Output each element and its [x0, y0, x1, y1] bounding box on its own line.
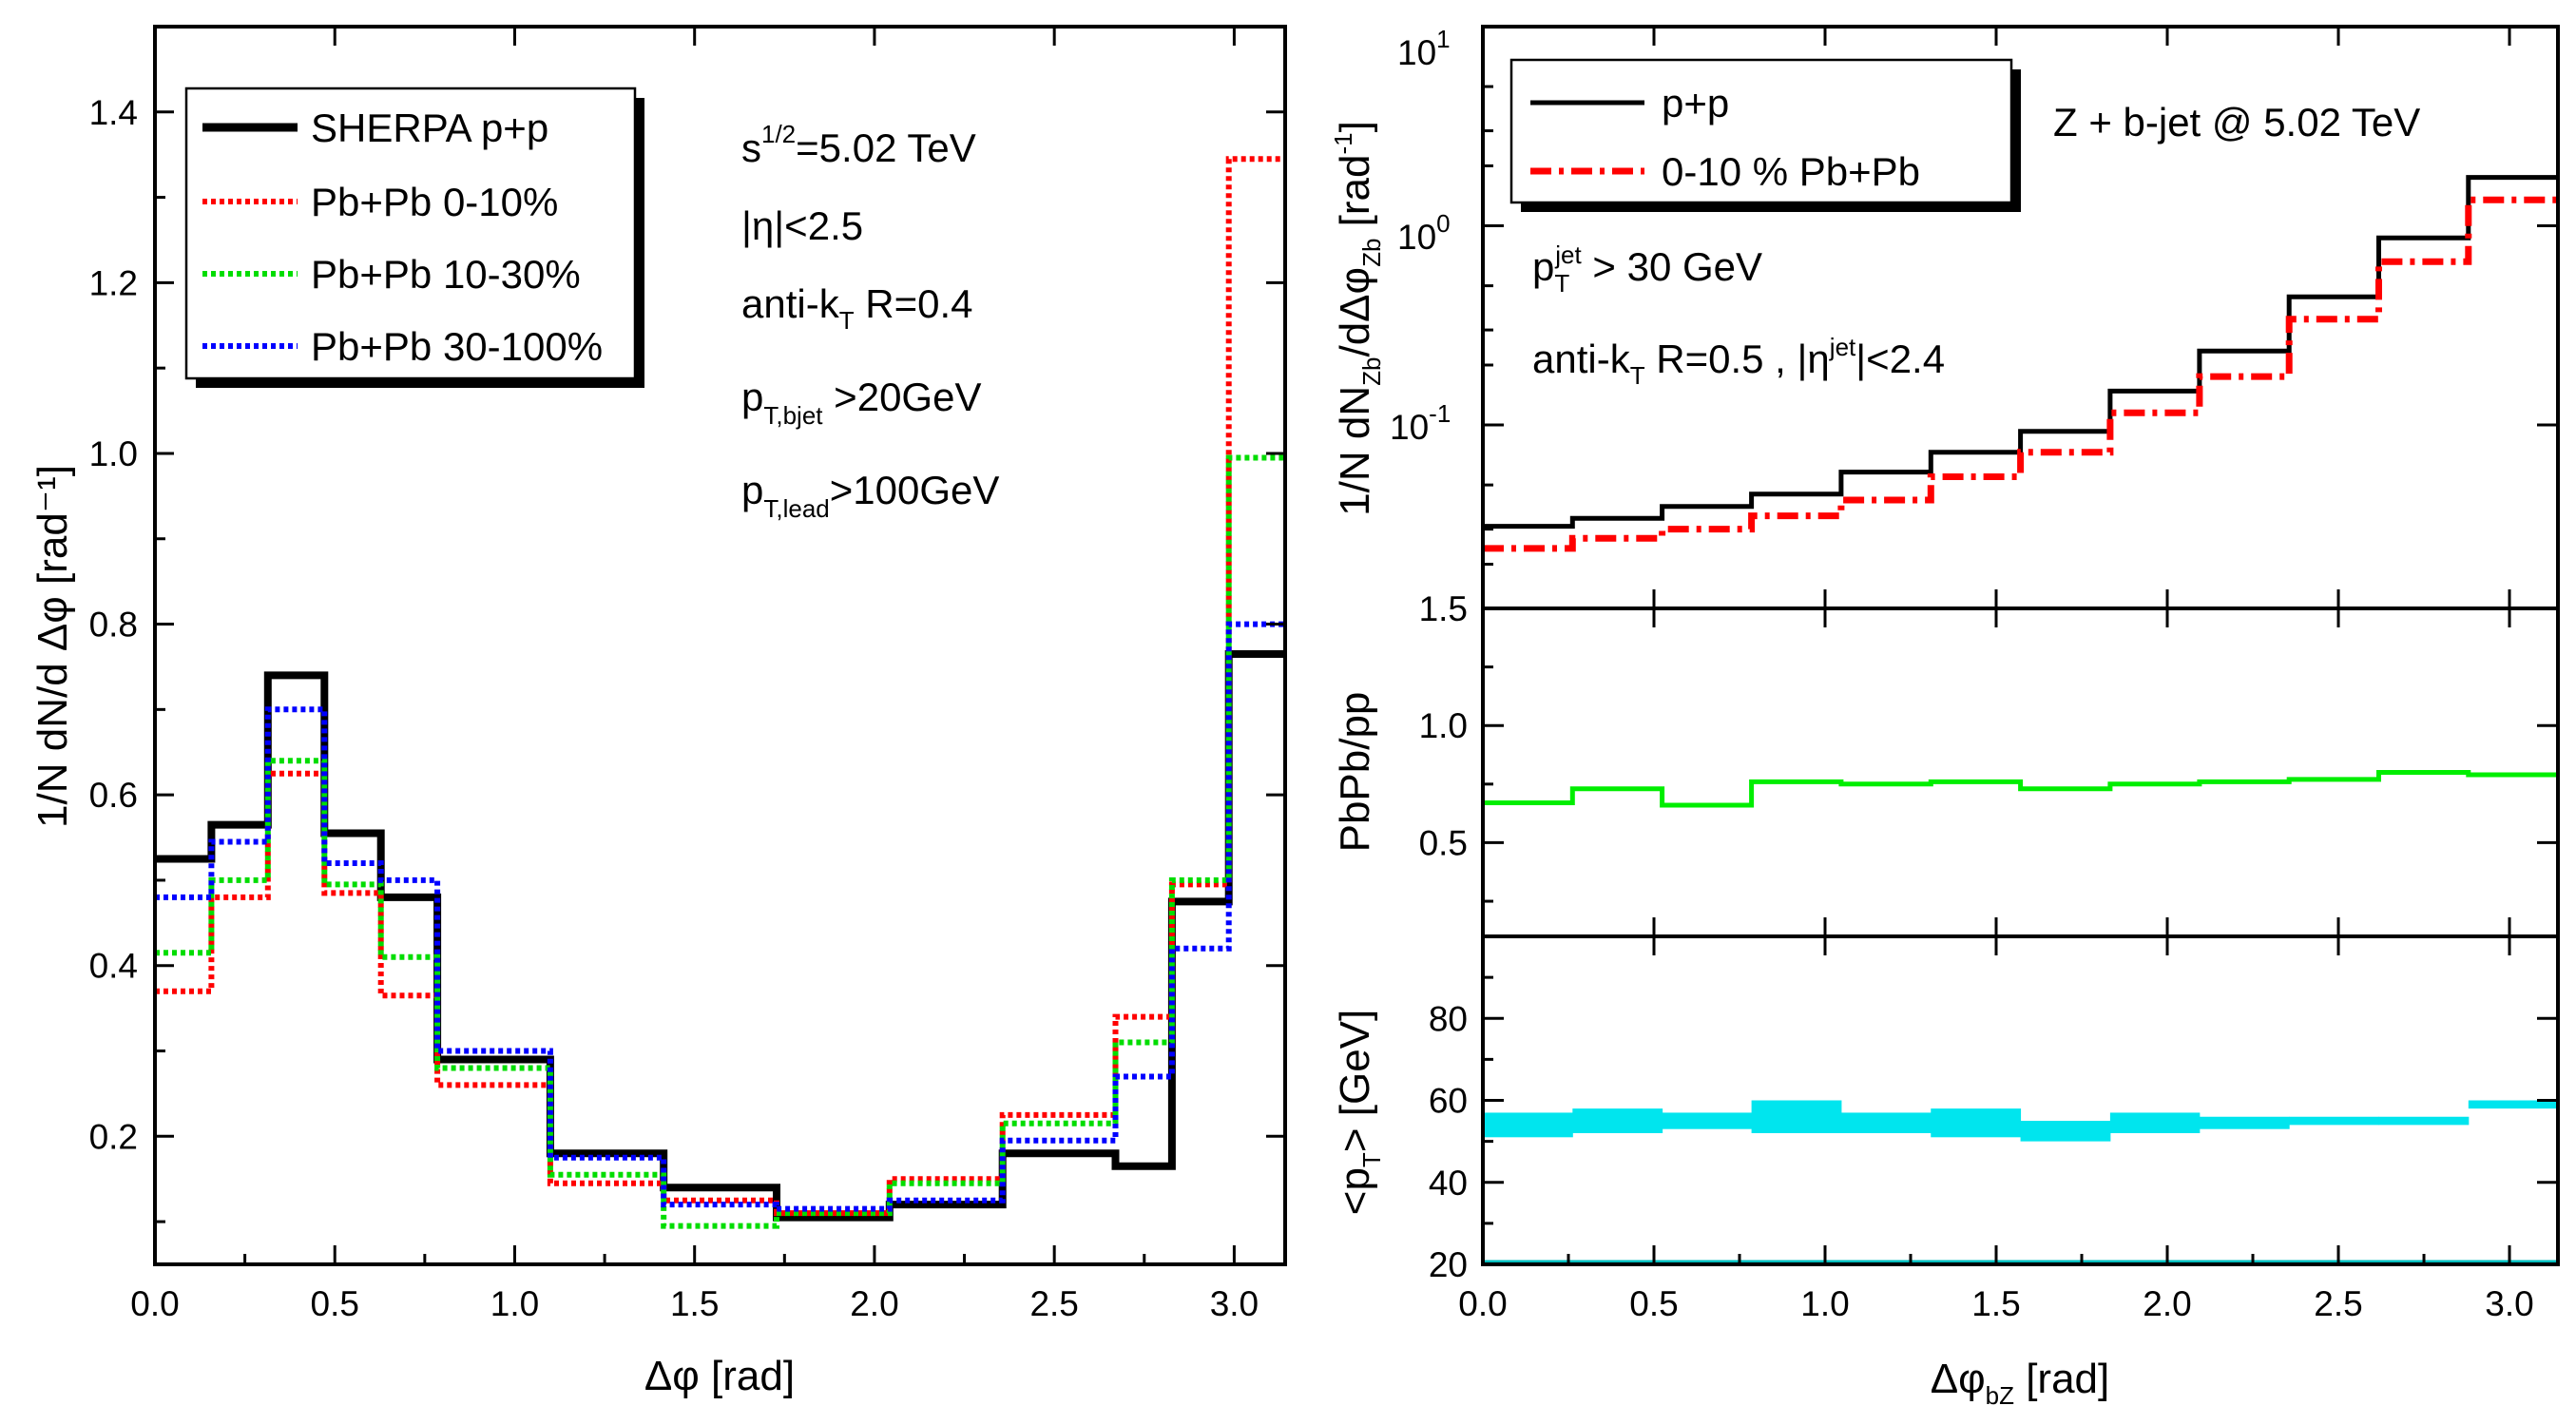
left-y-ticks: 0.2 0.4 0.6 0.8 1.0 1.2 1.4: [89, 25, 1285, 1223]
right-xtick-label: 2.5: [2314, 1284, 2362, 1323]
left-annotation-eta: |η|<2.5: [741, 203, 863, 248]
left-ytick-label: 0.4: [89, 947, 138, 986]
right-xtick-label: 1.5: [1971, 1284, 2020, 1323]
left-xtick-label: 2.5: [1029, 1284, 1078, 1323]
right-bottom-ytick-label: 60: [1429, 1082, 1468, 1121]
left-xtick-label: 1.0: [490, 1284, 539, 1323]
right-middle-y-axis-label: PbPb/pp: [1332, 692, 1378, 853]
right-bottom-ytick-label: 40: [1429, 1164, 1468, 1203]
right-x-axis-label: ΔφbZ [rad]: [1931, 1356, 2110, 1410]
right-top-y-axis-label: 1/N dNZb/dΔφZb [rad-1]: [1329, 121, 1386, 516]
right-plot-frame: [1481, 25, 2560, 1266]
left-ytick-label: 1.4: [89, 93, 138, 132]
right-top-ytick-10-m1: 10-1: [1390, 399, 1451, 447]
right-bottom-band-bin: [1483, 1112, 1573, 1138]
left-plot-frame: [153, 25, 1287, 1266]
right-top-ytick-10-1: 101: [1397, 25, 1451, 72]
left-series-pbpb-0-10: [155, 156, 1285, 1217]
right-top-ytick-10-0: 100: [1397, 209, 1451, 257]
left-annotation-antikt: anti-kT R=0.4: [741, 281, 973, 335]
right-bottom-band-bin: [1662, 1112, 1753, 1129]
right-bottom-band-bin: [1931, 1108, 2022, 1138]
legend-label-pbpb-10-30: Pb+Pb 10-30%: [311, 252, 581, 297]
left-x-axis-label: Δφ [rad]: [644, 1353, 795, 1399]
right-bottom-band-bin: [1840, 1112, 1932, 1133]
left-series-pbpb-30-100: [155, 621, 1285, 1212]
left-x-ticks: 0.0 0.5 1.0 1.5 2.0 2.5 3.0: [130, 27, 1259, 1323]
left-xtick-label: 0.5: [311, 1284, 359, 1323]
right-bottom-band-bin: [2199, 1116, 2290, 1129]
right-xtick-label: 2.0: [2143, 1284, 2191, 1323]
right-bottom-band-bin: [2378, 1116, 2470, 1126]
left-ytick-label: 1.2: [89, 263, 138, 302]
left-xtick-label: 0.0: [130, 1284, 179, 1323]
right-bottom-band-bin: [2020, 1121, 2111, 1142]
left-annotation-pt-bjet: pT,bjet >20GeV: [741, 375, 981, 430]
right-middle-series-ratio: [1483, 770, 2558, 808]
left-legend-box: [184, 87, 637, 380]
left-ytick-label: 0.8: [89, 606, 138, 645]
right-bottom-band-bin: [1572, 1108, 1663, 1133]
right-bottom-ytick-label: 20: [1429, 1245, 1468, 1284]
right-xtick-label: 0.0: [1458, 1284, 1507, 1323]
right-top-y-ticks: [1483, 25, 2558, 567]
right-bottom-band-bin: [1751, 1100, 1842, 1133]
right-legend-box: [1509, 58, 2013, 204]
right-bottom-ytick-label: 80: [1429, 999, 1468, 1038]
legend-label-pbpb: 0-10 % Pb+Pb: [1662, 149, 1920, 194]
left-series-pbpb-10-30: [155, 454, 1285, 1229]
left-annotation-pt-lead: pT,lead>100GeV: [741, 468, 999, 523]
right-middle-ytick-label: 1.0: [1419, 706, 1468, 745]
right-xtick-label: 1.0: [1800, 1284, 1849, 1323]
right-top-series-pbpb-0-10: [1483, 196, 2558, 552]
right-bottom-series-group: [1483, 1100, 2559, 1263]
right-annotation-title: Z + b-jet @ 5.02 TeV: [2053, 100, 2420, 144]
left-y-axis-label: 1/N dN/d Δφ [rad⁻¹]: [29, 465, 76, 828]
left-ytick-label: 0.6: [89, 776, 138, 815]
right-bottom-y-axis-label: <pT> [GeV]: [1332, 1010, 1386, 1215]
legend-label-sherpa: SHERPA p+p: [311, 106, 548, 150]
left-legend: SHERPA p+p Pb+Pb 0-10% Pb+Pb 10-30% Pb+P…: [184, 87, 644, 388]
right-middle-y-ticks: 0.5 1.0 1.5: [1419, 589, 2558, 903]
left-xtick-label: 2.0: [850, 1284, 898, 1323]
left-ytick-label: 1.0: [89, 434, 138, 473]
left-annotation-sqrt-s: s1/2=5.02 TeV: [741, 120, 976, 170]
right-annotation-antikt: anti-kT R=0.5 , |ηjet|<2.4: [1532, 333, 1945, 390]
left-ytick-label: 0.2: [89, 1117, 138, 1156]
legend-label-pbpb-30-100: Pb+Pb 30-100%: [311, 324, 603, 369]
right-bottom-band-bin: [2289, 1116, 2380, 1126]
legend-label-pbpb-0-10: Pb+Pb 0-10%: [311, 180, 558, 224]
left-series-group: [155, 156, 1285, 1229]
right-middle-ytick-label: 0.5: [1419, 823, 1468, 862]
right-top-series-group: [1483, 175, 2558, 552]
right-legend: p+p 0-10 % Pb+Pb: [1509, 58, 2021, 212]
right-bottom-band-bin: [2468, 1100, 2559, 1109]
legend-label-pp: p+p: [1662, 81, 1729, 125]
left-chart: 0.0 0.5 1.0 1.5 2.0 2.5 3.0 0.2 0.4 0.6 0.8 1.0 1.2…: [29, 25, 1287, 1399]
left-xtick-label: 1.5: [670, 1284, 719, 1323]
right-xtick-label: 3.0: [2485, 1284, 2533, 1323]
right-xtick-label: 0.5: [1629, 1284, 1678, 1323]
right-x-ticks: 0.0 0.5 1.0 1.5 2.0 2.5 3.0: [1458, 27, 2534, 1323]
right-middle-series-group: [1483, 770, 2558, 808]
right-annotation-ptjet: pTjet > 30 GeV: [1532, 241, 1762, 298]
right-bottom-band-bin: [2109, 1112, 2201, 1133]
right-middle-ytick-label: 1.5: [1419, 589, 1468, 628]
right-bottom-y-ticks: 20 40 60 80: [1429, 975, 2558, 1284]
right-chart: 0.0 0.5 1.0 1.5 2.0 2.5 3.0 0.5 1.0 1.5 20 40 60 80…: [1329, 25, 2560, 1410]
left-xtick-label: 3.0: [1210, 1284, 1259, 1323]
